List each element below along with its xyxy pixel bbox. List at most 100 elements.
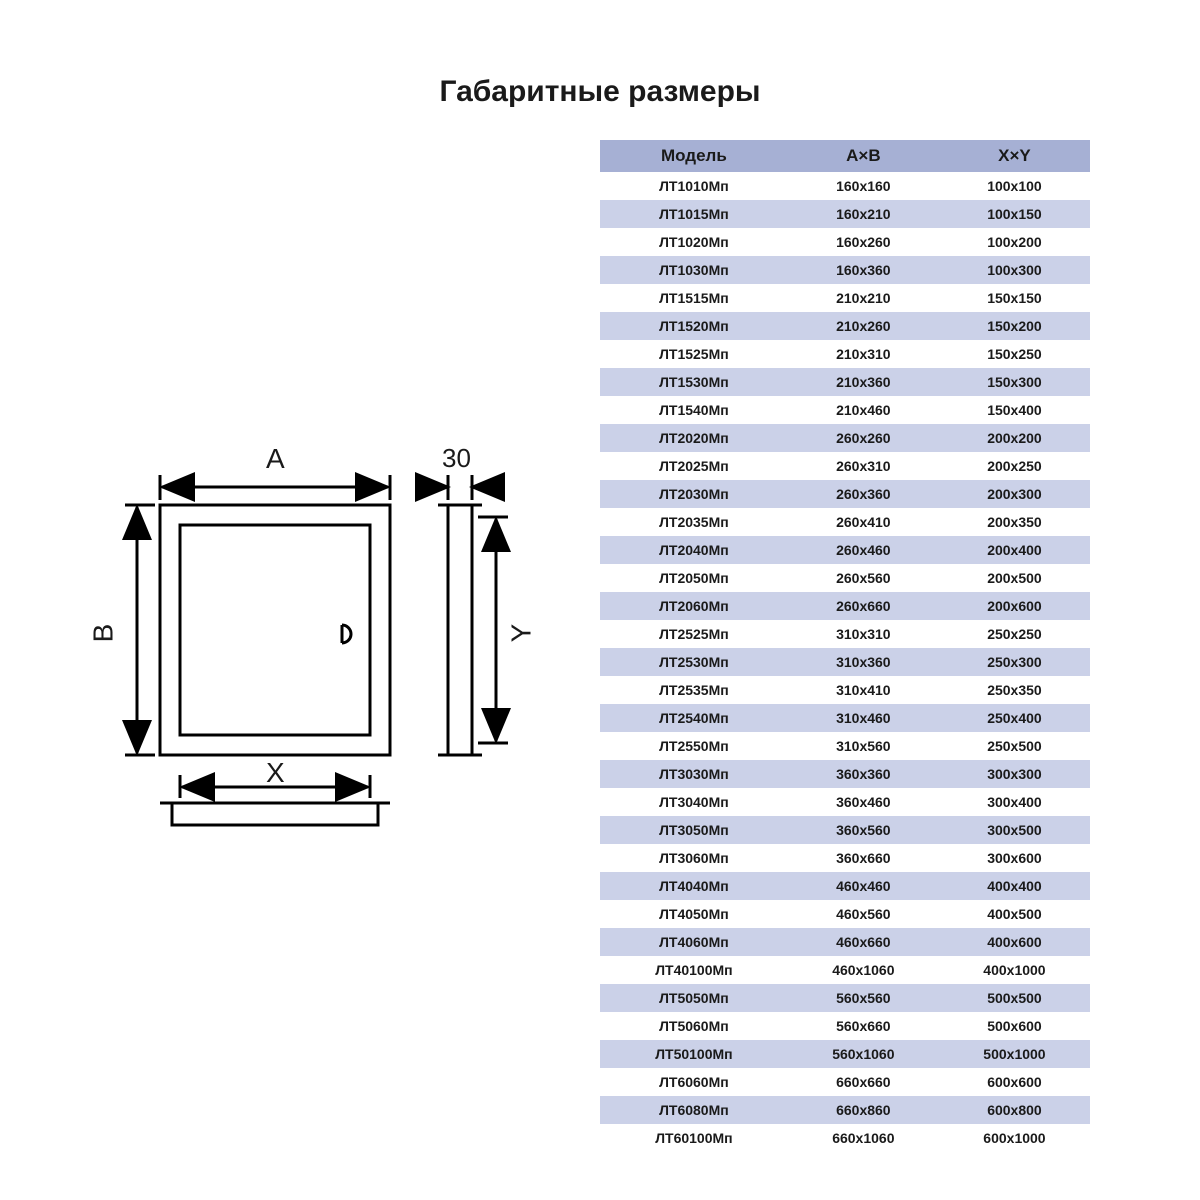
cell-model: ЛТ1540Мп — [600, 396, 788, 424]
cell-ab: 360x360 — [788, 760, 939, 788]
cell-ab: 260x360 — [788, 480, 939, 508]
cell-ab: 310x360 — [788, 648, 939, 676]
cell-model: ЛТ3030Мп — [600, 760, 788, 788]
cell-model: ЛТ2060Мп — [600, 592, 788, 620]
cell-model: ЛТ2020Мп — [600, 424, 788, 452]
table-row: ЛТ60100Мп660x1060600x1000 — [600, 1124, 1090, 1152]
cell-xy: 200x350 — [939, 508, 1090, 536]
cell-ab: 260x260 — [788, 424, 939, 452]
cell-xy: 150x150 — [939, 284, 1090, 312]
cell-model: ЛТ2025Мп — [600, 452, 788, 480]
cell-model: ЛТ5050Мп — [600, 984, 788, 1012]
cell-ab: 260x310 — [788, 452, 939, 480]
cell-ab: 560x660 — [788, 1012, 939, 1040]
cell-model: ЛТ1520Мп — [600, 312, 788, 340]
cell-model: ЛТ2030Мп — [600, 480, 788, 508]
cell-ab: 360x560 — [788, 816, 939, 844]
cell-ab: 660x660 — [788, 1068, 939, 1096]
cell-xy: 200x400 — [939, 536, 1090, 564]
label-a: A — [266, 443, 285, 475]
cell-xy: 150x400 — [939, 396, 1090, 424]
cell-ab: 260x410 — [788, 508, 939, 536]
table-row: ЛТ2540Мп310x460250x400 — [600, 704, 1090, 732]
table-row: ЛТ2040Мп260x460200x400 — [600, 536, 1090, 564]
cell-model: ЛТ40100Мп — [600, 956, 788, 984]
cell-model: ЛТ4040Мп — [600, 872, 788, 900]
cell-ab: 310x310 — [788, 620, 939, 648]
cell-ab: 160x360 — [788, 256, 939, 284]
cell-xy: 600x600 — [939, 1068, 1090, 1096]
table-row: ЛТ2535Мп310x410250x350 — [600, 676, 1090, 704]
cell-ab: 160x210 — [788, 200, 939, 228]
cell-xy: 300x400 — [939, 788, 1090, 816]
cell-xy: 200x200 — [939, 424, 1090, 452]
table-row: ЛТ5050Мп560x560500x500 — [600, 984, 1090, 1012]
cell-xy: 150x200 — [939, 312, 1090, 340]
col-ab: A×B — [788, 140, 939, 172]
table-row: ЛТ40100Мп460x1060400x1000 — [600, 956, 1090, 984]
label-b: B — [87, 624, 119, 643]
table-row: ЛТ5060Мп560x660500x600 — [600, 1012, 1090, 1040]
cell-model: ЛТ4050Мп — [600, 900, 788, 928]
cell-model: ЛТ2035Мп — [600, 508, 788, 536]
table-row: ЛТ2035Мп260x410200x350 — [600, 508, 1090, 536]
table-row: ЛТ1020Мп160x260100x200 — [600, 228, 1090, 256]
cell-model: ЛТ6060Мп — [600, 1068, 788, 1096]
cell-xy: 200x300 — [939, 480, 1090, 508]
cell-xy: 200x250 — [939, 452, 1090, 480]
table-row: ЛТ1520Мп210x260150x200 — [600, 312, 1090, 340]
cell-ab: 660x1060 — [788, 1124, 939, 1152]
cell-xy: 600x1000 — [939, 1124, 1090, 1152]
table-row: ЛТ2025Мп260x310200x250 — [600, 452, 1090, 480]
cell-ab: 210x460 — [788, 396, 939, 424]
cell-xy: 400x500 — [939, 900, 1090, 928]
cell-model: ЛТ2535Мп — [600, 676, 788, 704]
cell-xy: 500x600 — [939, 1012, 1090, 1040]
cell-ab: 210x210 — [788, 284, 939, 312]
cell-ab: 310x560 — [788, 732, 939, 760]
table-row: ЛТ50100Мп560x1060500x1000 — [600, 1040, 1090, 1068]
table-row: ЛТ4040Мп460x460400x400 — [600, 872, 1090, 900]
cell-model: ЛТ1015Мп — [600, 200, 788, 228]
table-row: ЛТ2550Мп310x560250x500 — [600, 732, 1090, 760]
cell-ab: 260x560 — [788, 564, 939, 592]
cell-ab: 460x660 — [788, 928, 939, 956]
cell-xy: 200x600 — [939, 592, 1090, 620]
table-row: ЛТ1010Мп160x160100x100 — [600, 172, 1090, 200]
cell-xy: 100x150 — [939, 200, 1090, 228]
cell-ab: 560x560 — [788, 984, 939, 1012]
cell-ab: 660x860 — [788, 1096, 939, 1124]
cell-model: ЛТ1030Мп — [600, 256, 788, 284]
cell-xy: 500x500 — [939, 984, 1090, 1012]
page-title: Габаритные размеры — [0, 75, 1200, 109]
table-row: ЛТ4060Мп460x660400x600 — [600, 928, 1090, 956]
diagram-svg — [80, 445, 580, 845]
cell-ab: 210x260 — [788, 312, 939, 340]
table-row: ЛТ3050Мп360x560300x500 — [600, 816, 1090, 844]
cell-xy: 100x100 — [939, 172, 1090, 200]
cell-ab: 460x460 — [788, 872, 939, 900]
table-row: ЛТ1015Мп160x210100x150 — [600, 200, 1090, 228]
dimension-diagram: A B X Y 30 — [80, 445, 580, 845]
table-row: ЛТ2030Мп260x360200x300 — [600, 480, 1090, 508]
cell-xy: 250x300 — [939, 648, 1090, 676]
page: Габаритные размеры — [0, 0, 1200, 1200]
cell-ab: 310x410 — [788, 676, 939, 704]
col-model: Модель — [600, 140, 788, 172]
cell-ab: 210x360 — [788, 368, 939, 396]
table-row: ЛТ6080Мп660x860600x800 — [600, 1096, 1090, 1124]
cell-xy: 100x200 — [939, 228, 1090, 256]
cell-xy: 300x300 — [939, 760, 1090, 788]
cell-model: ЛТ50100Мп — [600, 1040, 788, 1068]
cell-xy: 200x500 — [939, 564, 1090, 592]
cell-ab: 360x460 — [788, 788, 939, 816]
table-row: ЛТ2060Мп260x660200x600 — [600, 592, 1090, 620]
cell-ab: 560x1060 — [788, 1040, 939, 1068]
cell-ab: 310x460 — [788, 704, 939, 732]
cell-xy: 400x600 — [939, 928, 1090, 956]
table-row: ЛТ3040Мп360x460300x400 — [600, 788, 1090, 816]
label-depth: 30 — [442, 443, 471, 474]
cell-ab: 460x1060 — [788, 956, 939, 984]
table-row: ЛТ2525Мп310x310250x250 — [600, 620, 1090, 648]
col-xy: X×Y — [939, 140, 1090, 172]
